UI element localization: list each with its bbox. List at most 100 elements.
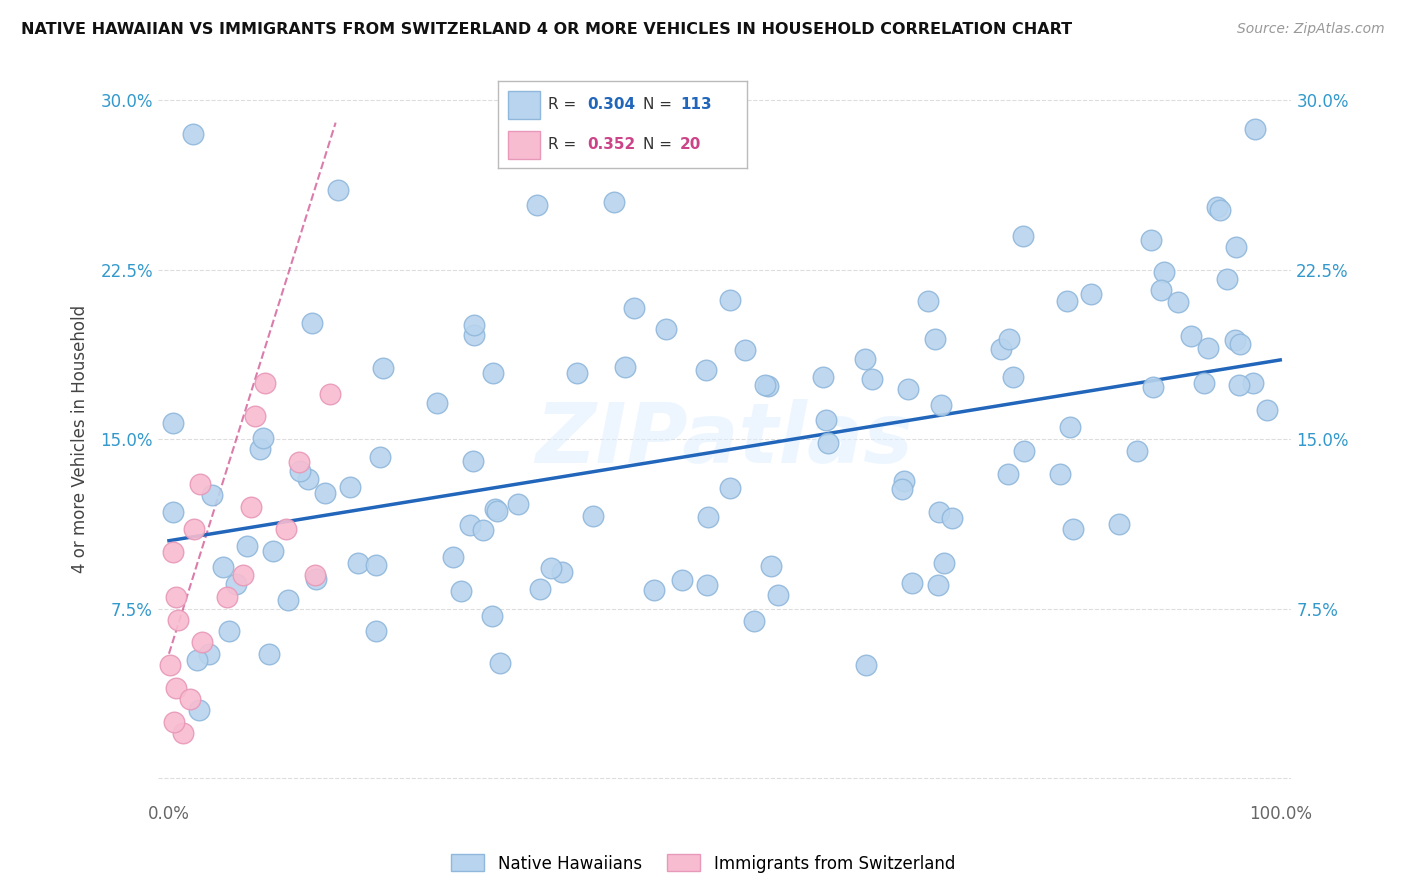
Point [371, 360, 394, 375]
Point [165, 591, 187, 605]
Point [364, 558, 387, 572]
Point [297, 472, 319, 486]
Point [249, 442, 271, 456]
Point [817, 436, 839, 450]
Point [529, 582, 551, 596]
Point [582, 509, 605, 524]
Point [339, 480, 361, 494]
Point [1142, 380, 1164, 394]
Point [486, 504, 509, 518]
Point [614, 359, 637, 374]
Point [643, 583, 665, 598]
Point [718, 481, 741, 495]
Point [368, 450, 391, 464]
Point [218, 624, 240, 638]
Point [929, 398, 952, 412]
Point [165, 681, 187, 695]
Point [181, 127, 204, 141]
Point [1049, 467, 1071, 482]
Point [188, 477, 211, 491]
Point [301, 317, 323, 331]
Point [997, 467, 1019, 481]
Point [461, 454, 484, 468]
Point [924, 332, 946, 346]
Point [1108, 517, 1130, 532]
Point [941, 511, 963, 525]
Point [891, 483, 914, 497]
Point [201, 488, 224, 502]
Point [1227, 377, 1250, 392]
Point [1150, 283, 1173, 297]
Point [695, 363, 717, 377]
Point [472, 523, 495, 537]
Point [1056, 293, 1078, 308]
Point [1229, 337, 1251, 351]
Point [1223, 333, 1246, 347]
Point [759, 558, 782, 573]
Point [232, 567, 254, 582]
Point [163, 714, 186, 729]
Point [183, 523, 205, 537]
Point [1001, 370, 1024, 384]
Point [1244, 121, 1267, 136]
Point [1080, 287, 1102, 301]
Point [245, 409, 267, 424]
Point [162, 416, 184, 430]
Point [754, 378, 776, 392]
Point [718, 293, 741, 307]
Point [697, 510, 720, 524]
Point [1206, 200, 1229, 214]
Point [366, 624, 388, 639]
Point [654, 322, 676, 336]
Point [274, 523, 297, 537]
Point [1153, 265, 1175, 279]
Point [162, 505, 184, 519]
Point [917, 294, 939, 309]
Point [167, 613, 190, 627]
Point [893, 474, 915, 488]
Point [319, 387, 342, 401]
Point [326, 183, 349, 197]
Point [756, 379, 779, 393]
Point [162, 545, 184, 559]
Point [262, 543, 284, 558]
Point [484, 502, 506, 516]
Point [853, 351, 876, 366]
Point [766, 588, 789, 602]
Point [1241, 376, 1264, 391]
Point [734, 343, 756, 358]
Point [441, 549, 464, 564]
Text: ZIPatlas: ZIPatlas [536, 399, 914, 480]
Point [901, 575, 924, 590]
Point [813, 370, 835, 384]
Point [526, 198, 548, 212]
Point [463, 328, 485, 343]
Point [928, 505, 950, 519]
Text: Source: ZipAtlas.com: Source: ZipAtlas.com [1237, 22, 1385, 37]
Point [855, 658, 877, 673]
Point [990, 342, 1012, 356]
Point [540, 560, 562, 574]
Point [458, 517, 481, 532]
Point [304, 567, 326, 582]
Point [212, 560, 235, 574]
Point [1256, 402, 1278, 417]
Point [567, 366, 589, 380]
Point [1126, 444, 1149, 458]
Point [1209, 203, 1232, 218]
Point [450, 583, 472, 598]
Point [224, 577, 246, 591]
Point [254, 376, 277, 390]
Point [1194, 376, 1216, 390]
Point [172, 726, 194, 740]
Point [603, 194, 626, 209]
Point [897, 382, 920, 396]
Text: NATIVE HAWAIIAN VS IMMIGRANTS FROM SWITZERLAND 4 OR MORE VEHICLES IN HOUSEHOLD C: NATIVE HAWAIIAN VS IMMIGRANTS FROM SWITZ… [21, 22, 1073, 37]
Point [1014, 444, 1036, 458]
Point [235, 539, 257, 553]
Point [463, 318, 485, 333]
Y-axis label: 4 or more Vehicles in Household: 4 or more Vehicles in Household [72, 305, 89, 573]
Point [179, 692, 201, 706]
Point [696, 578, 718, 592]
Legend: Native Hawaiians, Immigrants from Switzerland: Native Hawaiians, Immigrants from Switze… [444, 847, 962, 880]
